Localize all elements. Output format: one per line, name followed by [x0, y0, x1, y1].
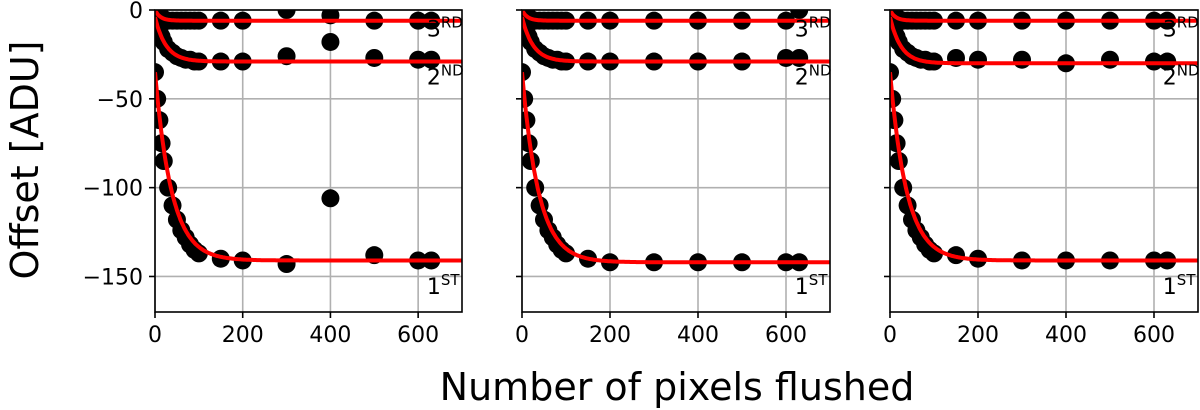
data-point-3rd	[790, 10, 809, 19]
x-tick-label: 200	[957, 323, 999, 348]
curve-label-2nd: 2ND	[795, 62, 832, 91]
x-tick-label: 600	[397, 323, 439, 348]
fit-curve-3rd	[155, 10, 462, 23]
data-point-2nd	[365, 48, 384, 67]
panel-1: 3RD 2ND 1ST 0 200 400 600 0 −50 −100 −150	[83, 0, 464, 348]
axes-frame	[889, 9, 1199, 313]
x-tick-label: 600	[1133, 323, 1175, 348]
x-tick-label: 400	[309, 323, 351, 348]
plot-area	[890, 10, 1198, 270]
panels: 3RD 2ND 1ST 0 200 400 600 0 −50 −100 −150 3RD 2ND 1ST…	[83, 0, 1200, 348]
data-point-2nd	[1101, 50, 1119, 69]
x-tick-label: 200	[222, 323, 264, 348]
curve-label-3rd: 3RD	[427, 14, 463, 43]
curve-label-1st: 1ST	[1163, 271, 1197, 300]
fit-curve-3rd	[522, 10, 830, 23]
curve-label-1st: 1ST	[427, 271, 461, 300]
data-point-1st	[321, 189, 340, 208]
x-tick-label: 600	[765, 323, 807, 348]
y-tick-label: −150	[83, 265, 143, 290]
plot-area	[522, 10, 830, 272]
y-tick-label: −100	[83, 177, 143, 202]
x-tick-label: 0	[148, 323, 162, 348]
axes-frame	[521, 9, 831, 313]
fit-curve-1st	[155, 72, 462, 263]
axes-frame	[154, 9, 463, 313]
y-axis-label: Offset [ADU]	[3, 41, 47, 280]
fit-curve-2nd	[890, 16, 1198, 66]
curve-label-3rd: 3RD	[795, 14, 831, 43]
x-tick-label: 0	[515, 323, 529, 348]
x-tick-label: 200	[589, 323, 631, 348]
y-tick-label: −50	[97, 88, 143, 113]
x-tick-label: 0	[883, 323, 897, 348]
data-point-2nd	[969, 50, 987, 69]
plot-area	[155, 10, 462, 274]
panel-3: 3RD 2ND 1ST 0 200 400 600	[883, 9, 1200, 348]
x-tick-label: 400	[677, 323, 719, 348]
fit-curve-1st	[522, 72, 830, 265]
data-point-1st	[277, 255, 296, 274]
data-point-2nd	[790, 48, 809, 67]
curve-label-2nd: 2ND	[427, 62, 464, 91]
fit-curve-2nd	[522, 16, 830, 64]
x-tick-label: 400	[1045, 323, 1087, 348]
curve-label-3rd: 3RD	[1163, 14, 1199, 43]
panel-2: 3RD 2ND 1ST 0 200 400 600	[515, 9, 832, 348]
curve-label-1st: 1ST	[795, 271, 829, 300]
y-tick-label: 0	[129, 0, 143, 24]
curve-label-2nd: 2ND	[1163, 62, 1200, 91]
data-point-2nd	[1013, 50, 1031, 69]
data-point-1st	[557, 244, 575, 263]
fit-curve-1st	[890, 72, 1198, 263]
fit-curve-2nd	[155, 16, 462, 64]
data-point-3rd	[277, 10, 296, 19]
fit-curve-3rd	[890, 10, 1198, 23]
data-point-2nd	[321, 32, 340, 51]
x-axis-label: Number of pixels flushed	[440, 365, 915, 409]
